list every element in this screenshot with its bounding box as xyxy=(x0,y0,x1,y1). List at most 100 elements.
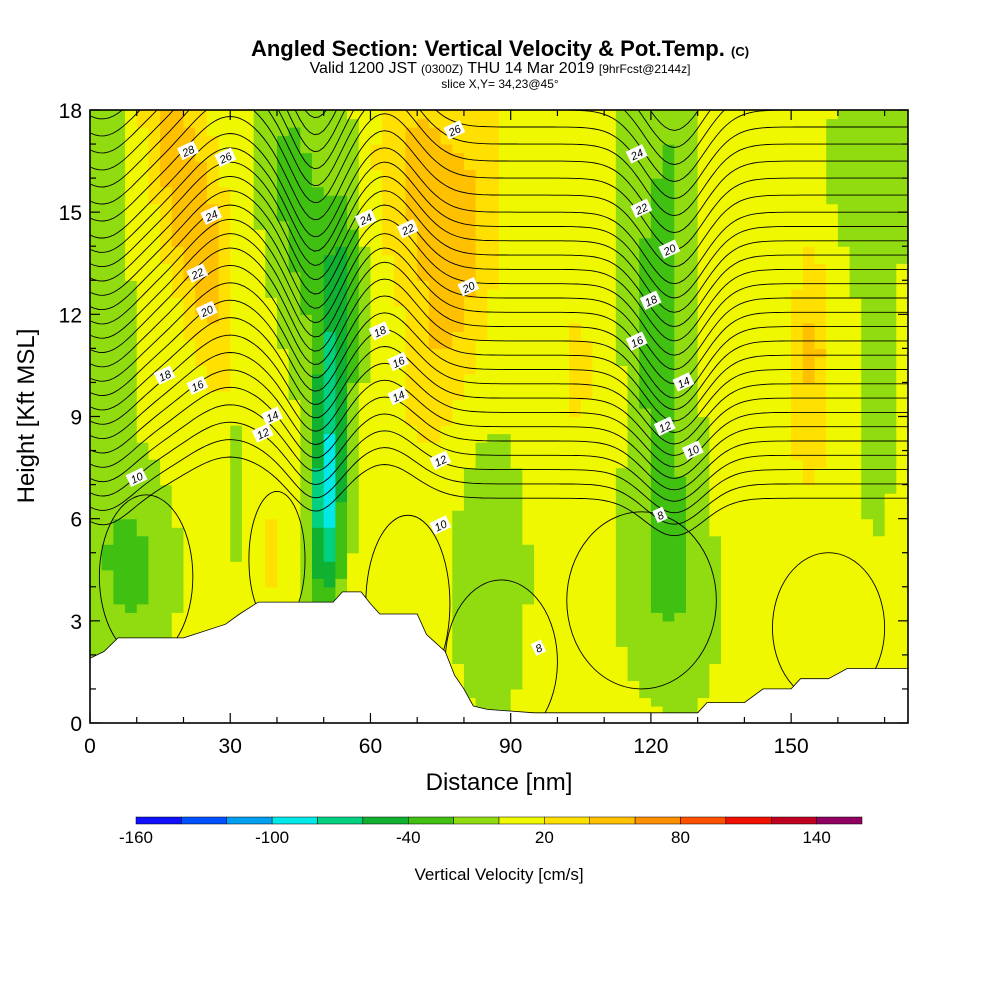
velocity-cell xyxy=(113,578,126,588)
velocity-cell xyxy=(148,527,161,537)
velocity-cell xyxy=(148,144,161,154)
velocity-cell xyxy=(335,501,348,511)
velocity-cell xyxy=(323,237,336,247)
velocity-cell xyxy=(101,637,114,647)
velocity-cell xyxy=(814,399,827,409)
velocity-cell xyxy=(183,229,196,239)
velocity-cell xyxy=(206,161,220,171)
velocity-cell xyxy=(557,305,570,315)
velocity-cell xyxy=(183,365,196,375)
velocity-cell xyxy=(452,578,465,588)
velocity-cell xyxy=(510,195,523,205)
velocity-cell xyxy=(347,110,360,120)
velocity-cell xyxy=(604,629,617,639)
velocity-cell xyxy=(417,433,430,443)
velocity-cell xyxy=(452,527,465,537)
velocity-cell xyxy=(861,127,874,137)
velocity-cell xyxy=(685,663,699,673)
velocity-cell xyxy=(545,110,559,120)
velocity-cell xyxy=(347,501,360,511)
velocity-cell xyxy=(721,688,734,699)
velocity-cell xyxy=(312,144,325,154)
velocity-cell xyxy=(452,399,465,409)
velocity-cell xyxy=(113,476,126,486)
velocity-cell xyxy=(160,127,173,137)
velocity-cell xyxy=(499,671,512,682)
velocity-cell xyxy=(557,263,570,273)
velocity-cell xyxy=(463,237,477,247)
velocity-cell xyxy=(382,169,395,179)
velocity-cell xyxy=(113,450,126,460)
velocity-cell xyxy=(288,544,301,554)
velocity-cell xyxy=(393,135,407,145)
velocity-cell xyxy=(872,373,886,384)
velocity-cell xyxy=(721,603,734,613)
velocity-cell xyxy=(300,339,313,349)
velocity-cell xyxy=(721,561,734,571)
velocity-cell xyxy=(288,442,301,452)
velocity-cell xyxy=(709,161,722,171)
velocity-cell xyxy=(615,476,629,486)
velocity-cell xyxy=(662,544,675,554)
velocity-cell xyxy=(382,390,395,401)
velocity-cell xyxy=(650,459,664,469)
velocity-cell xyxy=(849,654,862,664)
velocity-cell xyxy=(347,169,360,179)
velocity-cell xyxy=(160,229,173,239)
velocity-cell xyxy=(522,569,535,579)
velocity-cell xyxy=(709,110,722,120)
velocity-cell xyxy=(241,527,255,537)
velocity-cell xyxy=(709,314,722,324)
velocity-cell xyxy=(721,331,734,341)
velocity-cell xyxy=(569,680,582,690)
velocity-cell xyxy=(732,195,745,205)
velocity-cell xyxy=(650,552,664,562)
velocity-cell xyxy=(802,305,816,315)
velocity-cell xyxy=(125,339,138,349)
velocity-cell xyxy=(837,433,851,443)
velocity-cell xyxy=(347,305,360,315)
velocity-cell xyxy=(569,135,582,145)
velocity-cell xyxy=(428,629,442,639)
velocity-cell xyxy=(440,212,453,222)
velocity-cell xyxy=(253,544,266,554)
velocity-cell xyxy=(230,203,243,213)
velocity-cell xyxy=(487,629,500,639)
velocity-cell xyxy=(837,663,851,673)
velocity-cell xyxy=(230,314,243,324)
velocity-cell xyxy=(347,271,360,281)
velocity-cell xyxy=(101,407,114,418)
velocity-cell xyxy=(475,212,488,222)
velocity-cell xyxy=(90,569,103,579)
velocity-cell xyxy=(171,195,185,205)
velocity-cell xyxy=(732,144,745,154)
velocity-cell xyxy=(323,186,336,196)
velocity-cell xyxy=(814,263,827,273)
velocity-cell xyxy=(428,433,442,443)
velocity-cell xyxy=(440,399,453,409)
velocity-cell xyxy=(323,586,336,596)
velocity-cell xyxy=(697,552,710,562)
velocity-cell xyxy=(487,271,500,281)
velocity-cell xyxy=(791,476,804,486)
velocity-cell xyxy=(230,305,243,315)
velocity-cell xyxy=(195,169,208,179)
velocity-cell xyxy=(230,322,243,332)
velocity-cell xyxy=(779,331,792,341)
velocity-cell xyxy=(183,237,196,247)
velocity-cell xyxy=(113,280,126,290)
velocity-cell xyxy=(756,518,769,528)
velocity-cell xyxy=(592,442,605,452)
velocity-cell xyxy=(802,348,816,358)
velocity-cell xyxy=(685,416,699,426)
velocity-cell xyxy=(148,127,161,137)
velocity-cell xyxy=(487,169,500,179)
velocity-cell xyxy=(756,203,769,213)
velocity-cell xyxy=(861,552,874,562)
velocity-cell xyxy=(288,399,301,409)
velocity-cell xyxy=(183,203,196,213)
velocity-cell xyxy=(90,271,103,281)
velocity-cell xyxy=(837,442,851,452)
velocity-cell xyxy=(183,195,196,205)
velocity-cell xyxy=(732,612,745,622)
